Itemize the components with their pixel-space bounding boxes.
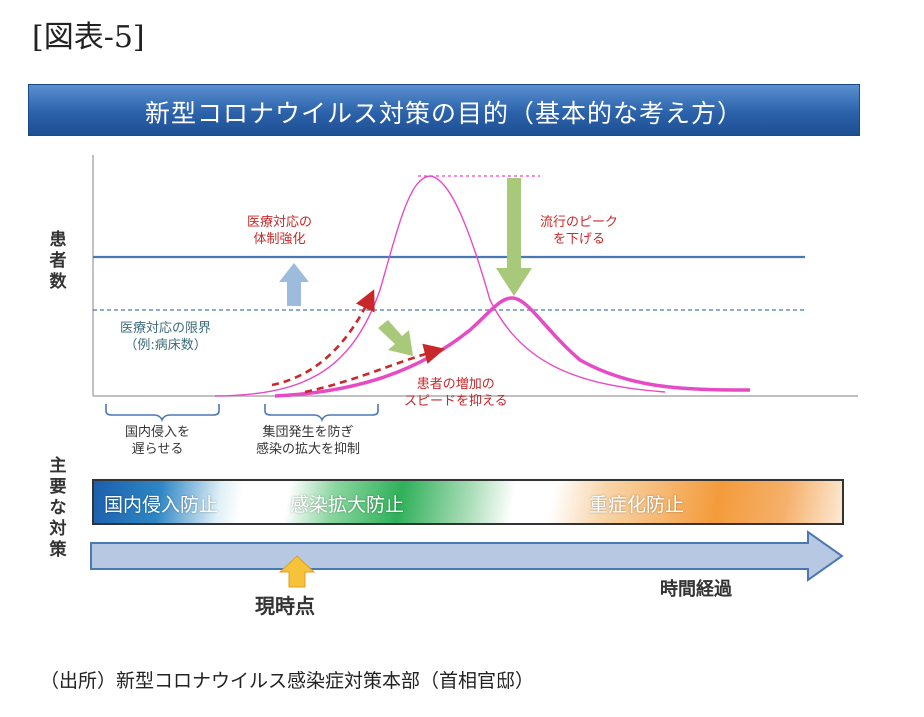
- uncontrolled-curve: [214, 175, 666, 397]
- current-point-arrow: [278, 555, 316, 588]
- flatten-arrow: [378, 320, 413, 356]
- y-axis-label: 患者数: [49, 230, 67, 292]
- current-point-label: 現時点: [255, 594, 315, 618]
- annotation-medical-limit: 医療対応の限界 （例:病床数）: [120, 321, 212, 353]
- slowed-growth-arrow: [304, 343, 446, 394]
- measure-spread: 感染拡大防止: [290, 494, 405, 516]
- title-banner: 新型コロナウイルス対策の目的（基本的な考え方）: [28, 84, 860, 136]
- rapid-growth-arrow: [271, 289, 375, 387]
- measures-strip: 国内侵入防止 感染拡大防止 重症化防止: [92, 479, 844, 525]
- banner-title: 新型コロナウイルス対策の目的（基本的な考え方）: [144, 99, 743, 128]
- peak-down-arrow: [496, 178, 532, 296]
- annotation-border-delay: 国内侵入を 遅らせる: [125, 425, 191, 457]
- measure-severe: 重症化防止: [589, 494, 685, 516]
- time-elapsed-label: 時間経過: [660, 579, 732, 600]
- annotation-slow-increase: 患者の増加の スピードを抑える: [404, 377, 508, 409]
- measures-label: 主要な対策: [49, 456, 67, 560]
- measure-border: 国内侵入防止: [104, 494, 219, 516]
- cluster-bracket: [264, 404, 379, 423]
- annotation-medical-system: 医療対応の 体制強化: [247, 215, 313, 247]
- annotation-lower-peak: 流行のピーク を下げる: [540, 215, 619, 247]
- border-bracket: [105, 404, 220, 423]
- controlled-curve: [274, 296, 751, 398]
- capacity-up-arrow: [279, 263, 309, 306]
- timeline-arrow: [90, 530, 844, 582]
- figure-label: [図表-5]: [32, 20, 145, 55]
- annotation-cluster: 集団発生を防ぎ 感染の拡大を抑制: [256, 425, 361, 457]
- source-note: （出所）新型コロナウイルス感染症対策本部（首相官邸）: [40, 670, 535, 692]
